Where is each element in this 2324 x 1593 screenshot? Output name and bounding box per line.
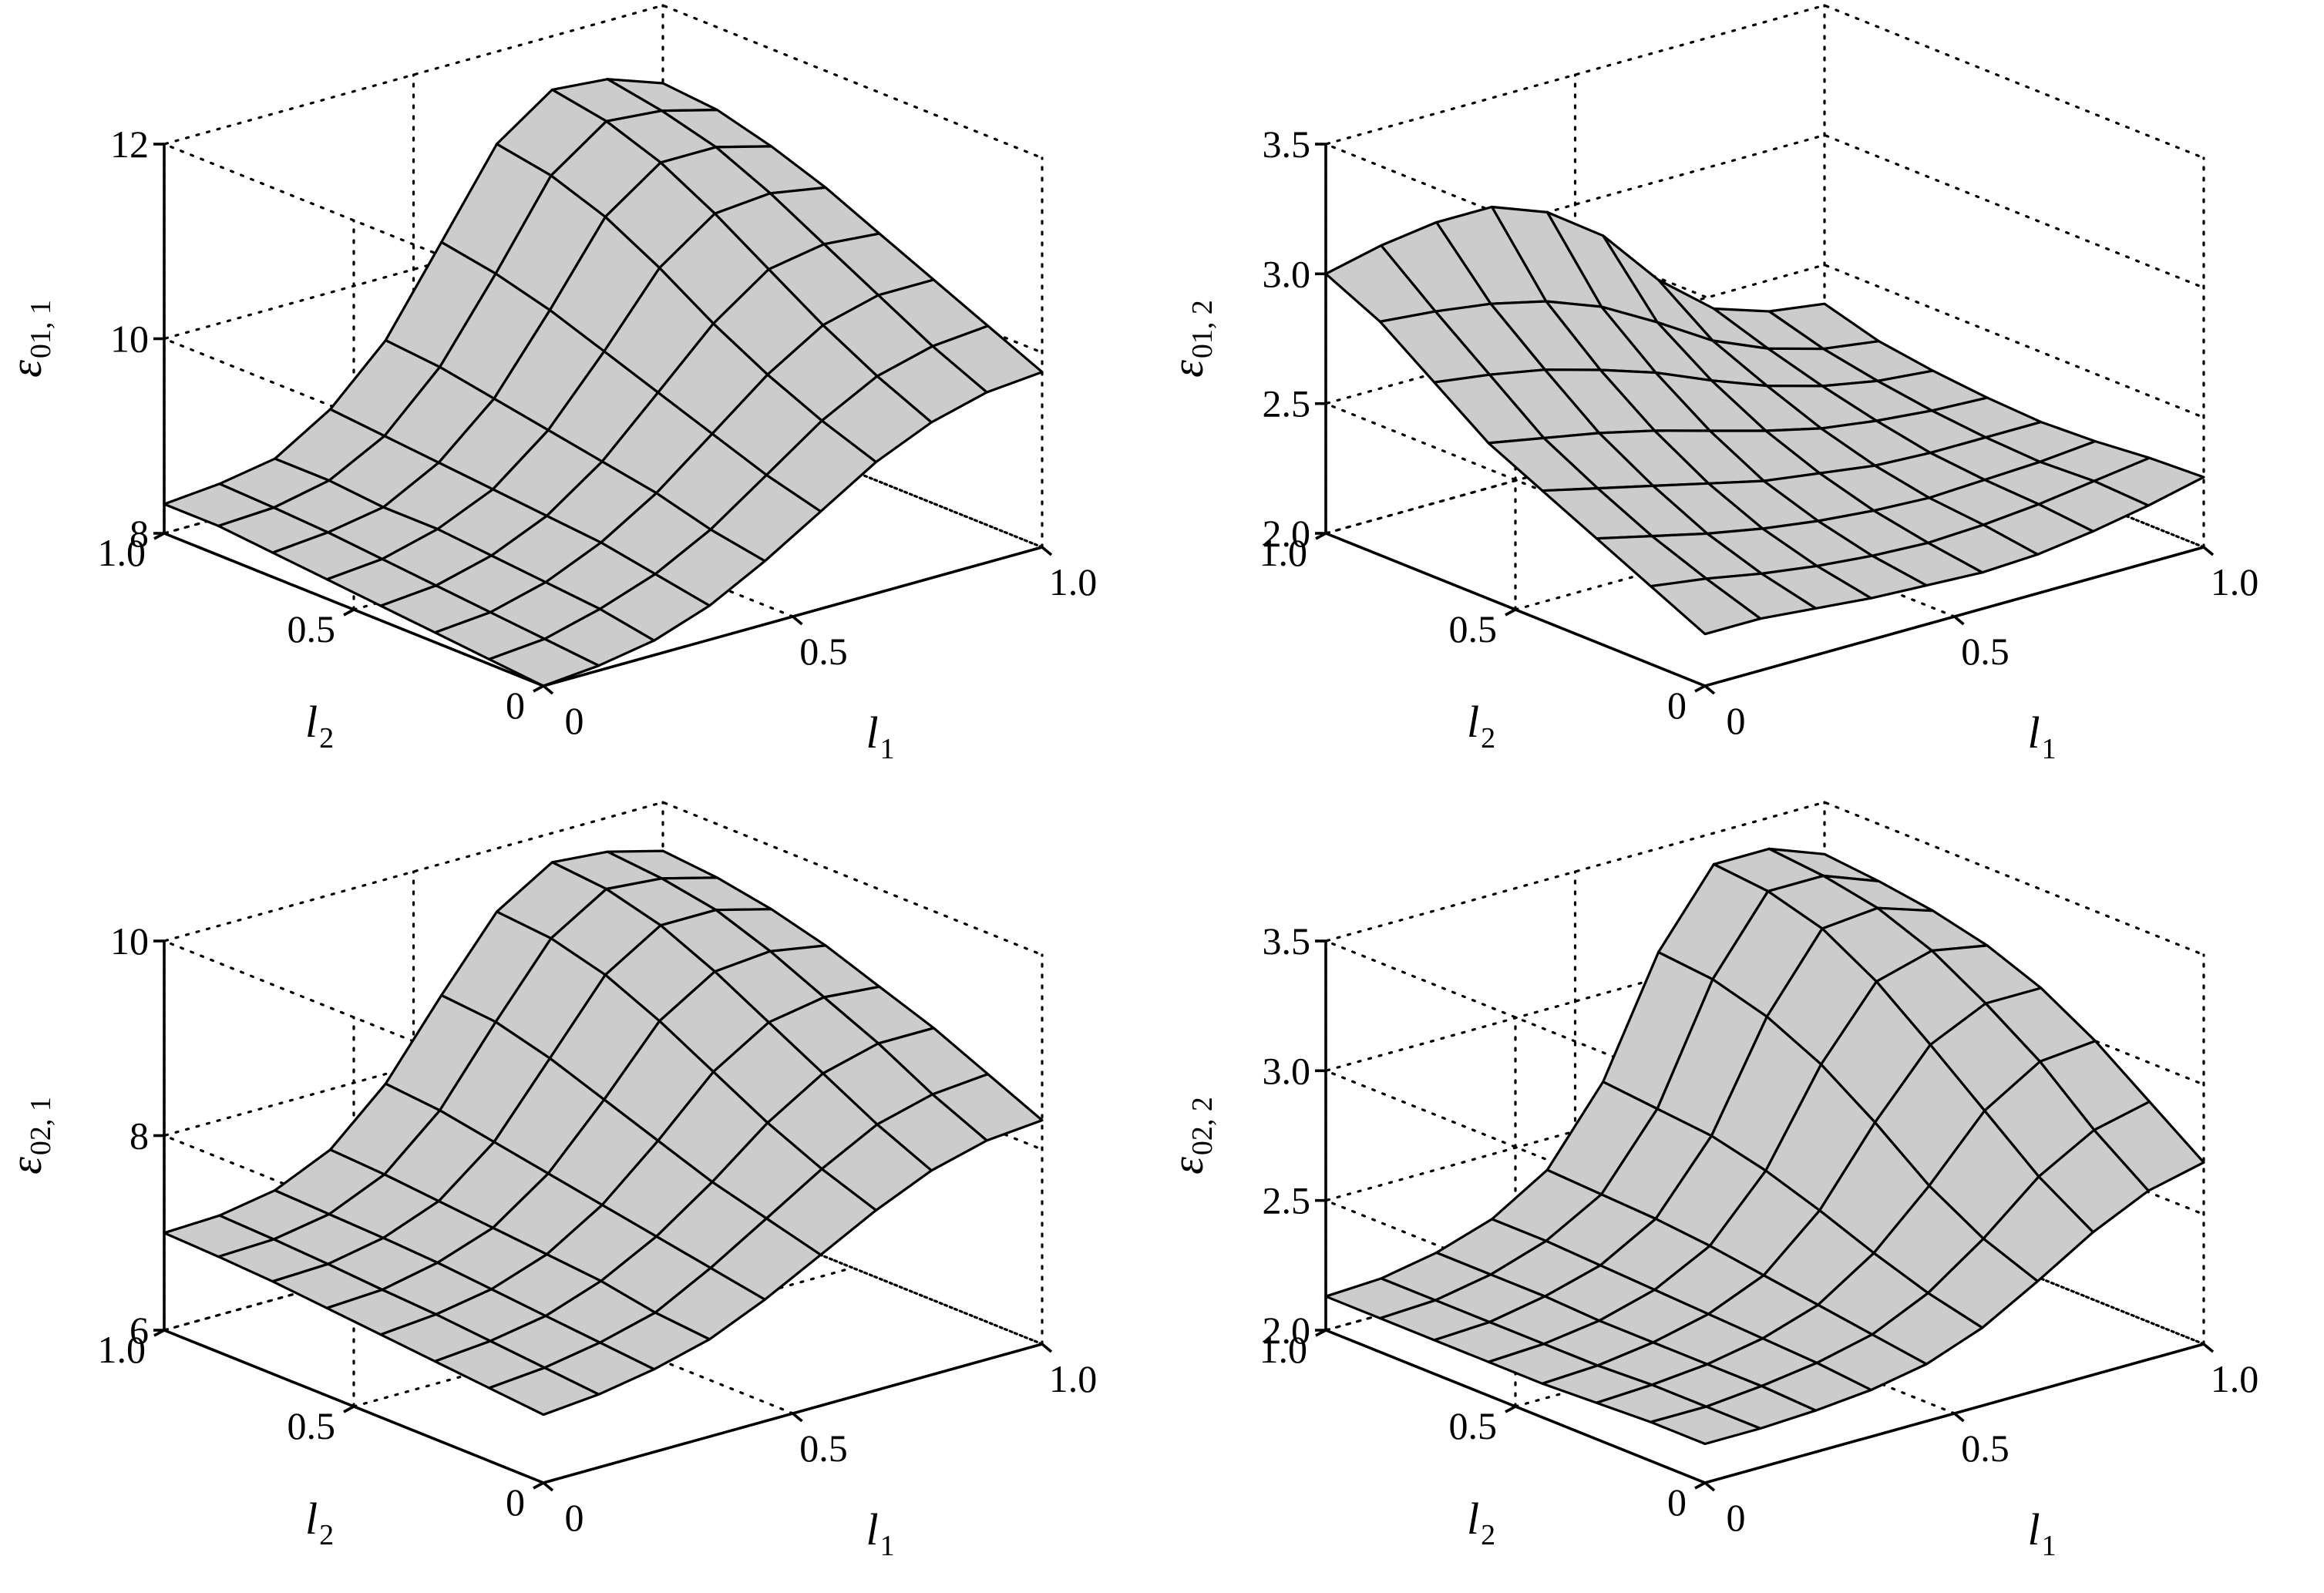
l2-tick-label: 0.5	[1449, 1404, 1498, 1447]
l2-tick	[533, 1481, 544, 1490]
l1-tick-label: 0.5	[1961, 1427, 2010, 1470]
z-tick-label: 10	[110, 318, 149, 361]
l2-tick	[1315, 1329, 1327, 1337]
z-axis-label: ε01, 2	[1162, 300, 1219, 378]
grid-line-floor	[661, 1190, 1044, 1346]
z-tick-label: 2.5	[1263, 1179, 1311, 1222]
l2-tick-label: 0	[1667, 1480, 1687, 1524]
z-tick-label: 2.0	[1263, 512, 1311, 555]
l2-tick	[343, 1405, 355, 1413]
l2-tick-label: 0	[506, 684, 525, 727]
l1-tick	[1703, 1481, 1716, 1492]
l1-tick	[542, 1481, 554, 1492]
ticks	[153, 143, 1053, 695]
z-tick-label: 6	[129, 1309, 149, 1352]
surface-patch	[487, 637, 600, 687]
z-tick-label: 2.5	[1263, 382, 1311, 425]
surface-mesh	[163, 849, 1044, 1417]
z-tick-label: 2.0	[1263, 1309, 1311, 1352]
ticks	[1315, 939, 2215, 1492]
l1-tick	[1041, 1343, 1053, 1353]
l2-tick-label: 1.0	[1260, 1328, 1308, 1371]
surface-plot-4: 2.0 2.5 3.0 3.5 0 0.5 1.0 0 0.5 1.0 l1 l2 ε02, 2	[1162, 801, 2259, 1562]
surface-patch	[487, 1366, 600, 1417]
l2-tick-label: 0.5	[288, 607, 336, 650]
z-tick-label: 3.5	[1263, 919, 1311, 963]
surface-patch	[1649, 1405, 1762, 1446]
l2-axis-label: l2	[305, 697, 334, 754]
z-axis-label: ε02, 2	[1162, 1097, 1219, 1175]
l2-tick	[533, 684, 544, 693]
l2-tick-label: 0.5	[1449, 607, 1498, 650]
ticks	[1315, 143, 2215, 695]
l2-tick-label: 0	[506, 1480, 525, 1524]
l2-tick	[1505, 608, 1516, 617]
l1-tick	[542, 684, 554, 695]
l2-tick-label: 1.0	[1260, 531, 1308, 574]
z-tick-label: 8	[129, 512, 149, 555]
l2-axis-label: l2	[305, 1494, 334, 1551]
l1-tick-label: 0	[1727, 699, 1746, 742]
surface-plot-1: 8 10 12 0 0.5 1.0 0 0.5 1.0 l1 l2 ε01, 1	[1, 4, 1098, 765]
surface-plot-3: 6 8 10 0 0.5 1.0 0 0.5 1.0 l1 l2 ε02, 1	[1, 801, 1098, 1562]
l1-tick-label: 1.0	[2211, 560, 2259, 603]
l1-tick-label: 0.5	[1961, 630, 2010, 673]
l1-axis-label: l1	[866, 1504, 895, 1562]
l1-tick	[792, 1412, 803, 1423]
l1-tick	[1703, 684, 1716, 695]
ticks	[153, 939, 1053, 1492]
l1-tick-label: 1.0	[2211, 1357, 2259, 1400]
surface-patch	[1649, 577, 1762, 636]
surface-plot-2: 2.0 2.5 3.0 3.5 0 0.5 1.0 0 0.5 1.0 l1 l2 ε01, 2	[1162, 4, 2259, 765]
l2-tick-label: 0.5	[288, 1404, 336, 1447]
l1-tick-label: 1.0	[1049, 1357, 1098, 1400]
z-tick-label: 3.0	[1263, 252, 1311, 295]
l2-axis-label: l2	[1467, 697, 1495, 754]
l2-axis-label: l2	[1467, 1494, 1495, 1551]
l1-axis-label: l1	[866, 707, 895, 765]
l2-tick	[1694, 1481, 1706, 1490]
l1-tick-label: 0	[1727, 1496, 1746, 1539]
l1-tick	[792, 615, 803, 626]
l1-tick	[2202, 546, 2215, 556]
z-axis-label: ε02, 1	[1, 1097, 57, 1175]
l2-tick-label: 1.0	[98, 1328, 146, 1371]
surface-mesh	[163, 78, 1044, 687]
z-axis-label: ε01, 1	[1, 300, 57, 378]
l1-tick-label: 0.5	[799, 630, 848, 673]
l1-tick-label: 0	[565, 1496, 584, 1539]
z-tick-label: 3.5	[1263, 123, 1311, 166]
l1-tick-label: 0.5	[799, 1427, 848, 1470]
z-tick-label: 12	[110, 123, 149, 166]
l2-tick	[1505, 1405, 1516, 1413]
l1-tick	[1953, 1412, 1965, 1423]
l2-tick-label: 1.0	[98, 531, 146, 574]
l1-tick	[2202, 1343, 2215, 1353]
surface-mesh	[1324, 205, 2205, 636]
l2-tick	[343, 608, 355, 617]
l1-tick	[1953, 615, 1965, 626]
l1-tick-label: 1.0	[1049, 560, 1098, 603]
l1-tick-label: 0	[565, 699, 584, 742]
z-tick-label: 10	[110, 919, 149, 963]
l2-tick	[1315, 532, 1327, 540]
l2-tick	[153, 532, 165, 540]
l1-axis-label: l1	[2028, 707, 2057, 765]
l2-tick	[1694, 684, 1706, 693]
z-tick-label: 3.0	[1263, 1049, 1311, 1092]
l1-tick	[1041, 546, 1053, 556]
l1-axis-label: l1	[2028, 1504, 2057, 1562]
l2-tick	[153, 1329, 165, 1337]
z-tick-label: 8	[129, 1114, 149, 1158]
l2-tick-label: 0	[1667, 684, 1687, 727]
surface-mesh	[1324, 847, 2205, 1446]
